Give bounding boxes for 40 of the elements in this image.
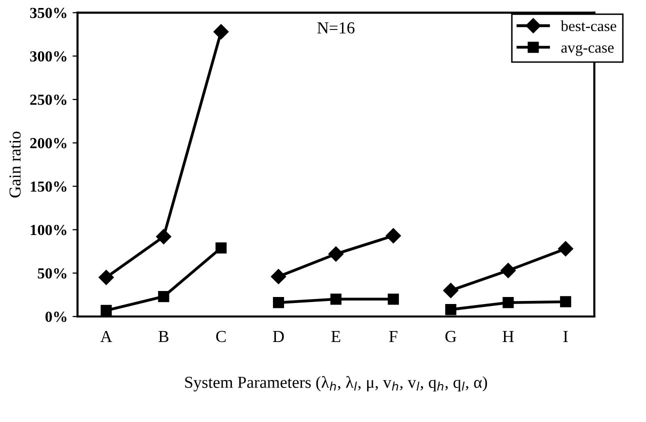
x-tick-label: F [389, 331, 398, 342]
y-tick-label: 350% [30, 8, 66, 18]
x-tick-label: G [445, 330, 456, 342]
point [445, 304, 456, 316]
point [388, 294, 399, 305]
point [558, 241, 574, 256]
y-tick-label: 200% [30, 138, 66, 148]
x-tick-label: A [100, 330, 112, 342]
y-tick-label: 50% [38, 268, 66, 279]
point [560, 296, 572, 308]
y-axis-title: Gain ratio [9, 132, 21, 198]
point [328, 246, 344, 262]
legend-label: avg-case [561, 44, 614, 56]
point [214, 24, 229, 40]
legend-label: best-case [560, 20, 616, 32]
x-tick-label: D [272, 331, 284, 342]
point [502, 297, 514, 308]
y-tick-label: 300% [30, 51, 66, 62]
annotation: N=16 [317, 22, 354, 34]
y-tick-label: 250% [30, 94, 66, 105]
x-tick-label: C [216, 330, 226, 342]
y-tick-label: 150% [30, 181, 66, 192]
x-tick-label: I [563, 331, 568, 342]
point [500, 262, 516, 278]
point [156, 229, 172, 244]
point [270, 268, 286, 284]
point [330, 294, 342, 305]
x-tick-label: B [158, 331, 168, 342]
x-tick-label: H [502, 331, 514, 342]
point [158, 290, 170, 302]
y-tick-label: 0% [45, 312, 66, 322]
text: System Parameters (λ$_{h}$, λ$_{l}$, μ, v$_{h}$, v$_{l}$, q$_{h}$, q$_{l}$, α) [185, 376, 488, 392]
y-tick-label: 100% [30, 224, 66, 236]
x-tick-label: E [331, 331, 340, 342]
point [98, 270, 114, 286]
point [443, 282, 458, 298]
point [272, 297, 284, 308]
point [100, 304, 112, 316]
point [386, 228, 401, 244]
point [216, 242, 227, 254]
